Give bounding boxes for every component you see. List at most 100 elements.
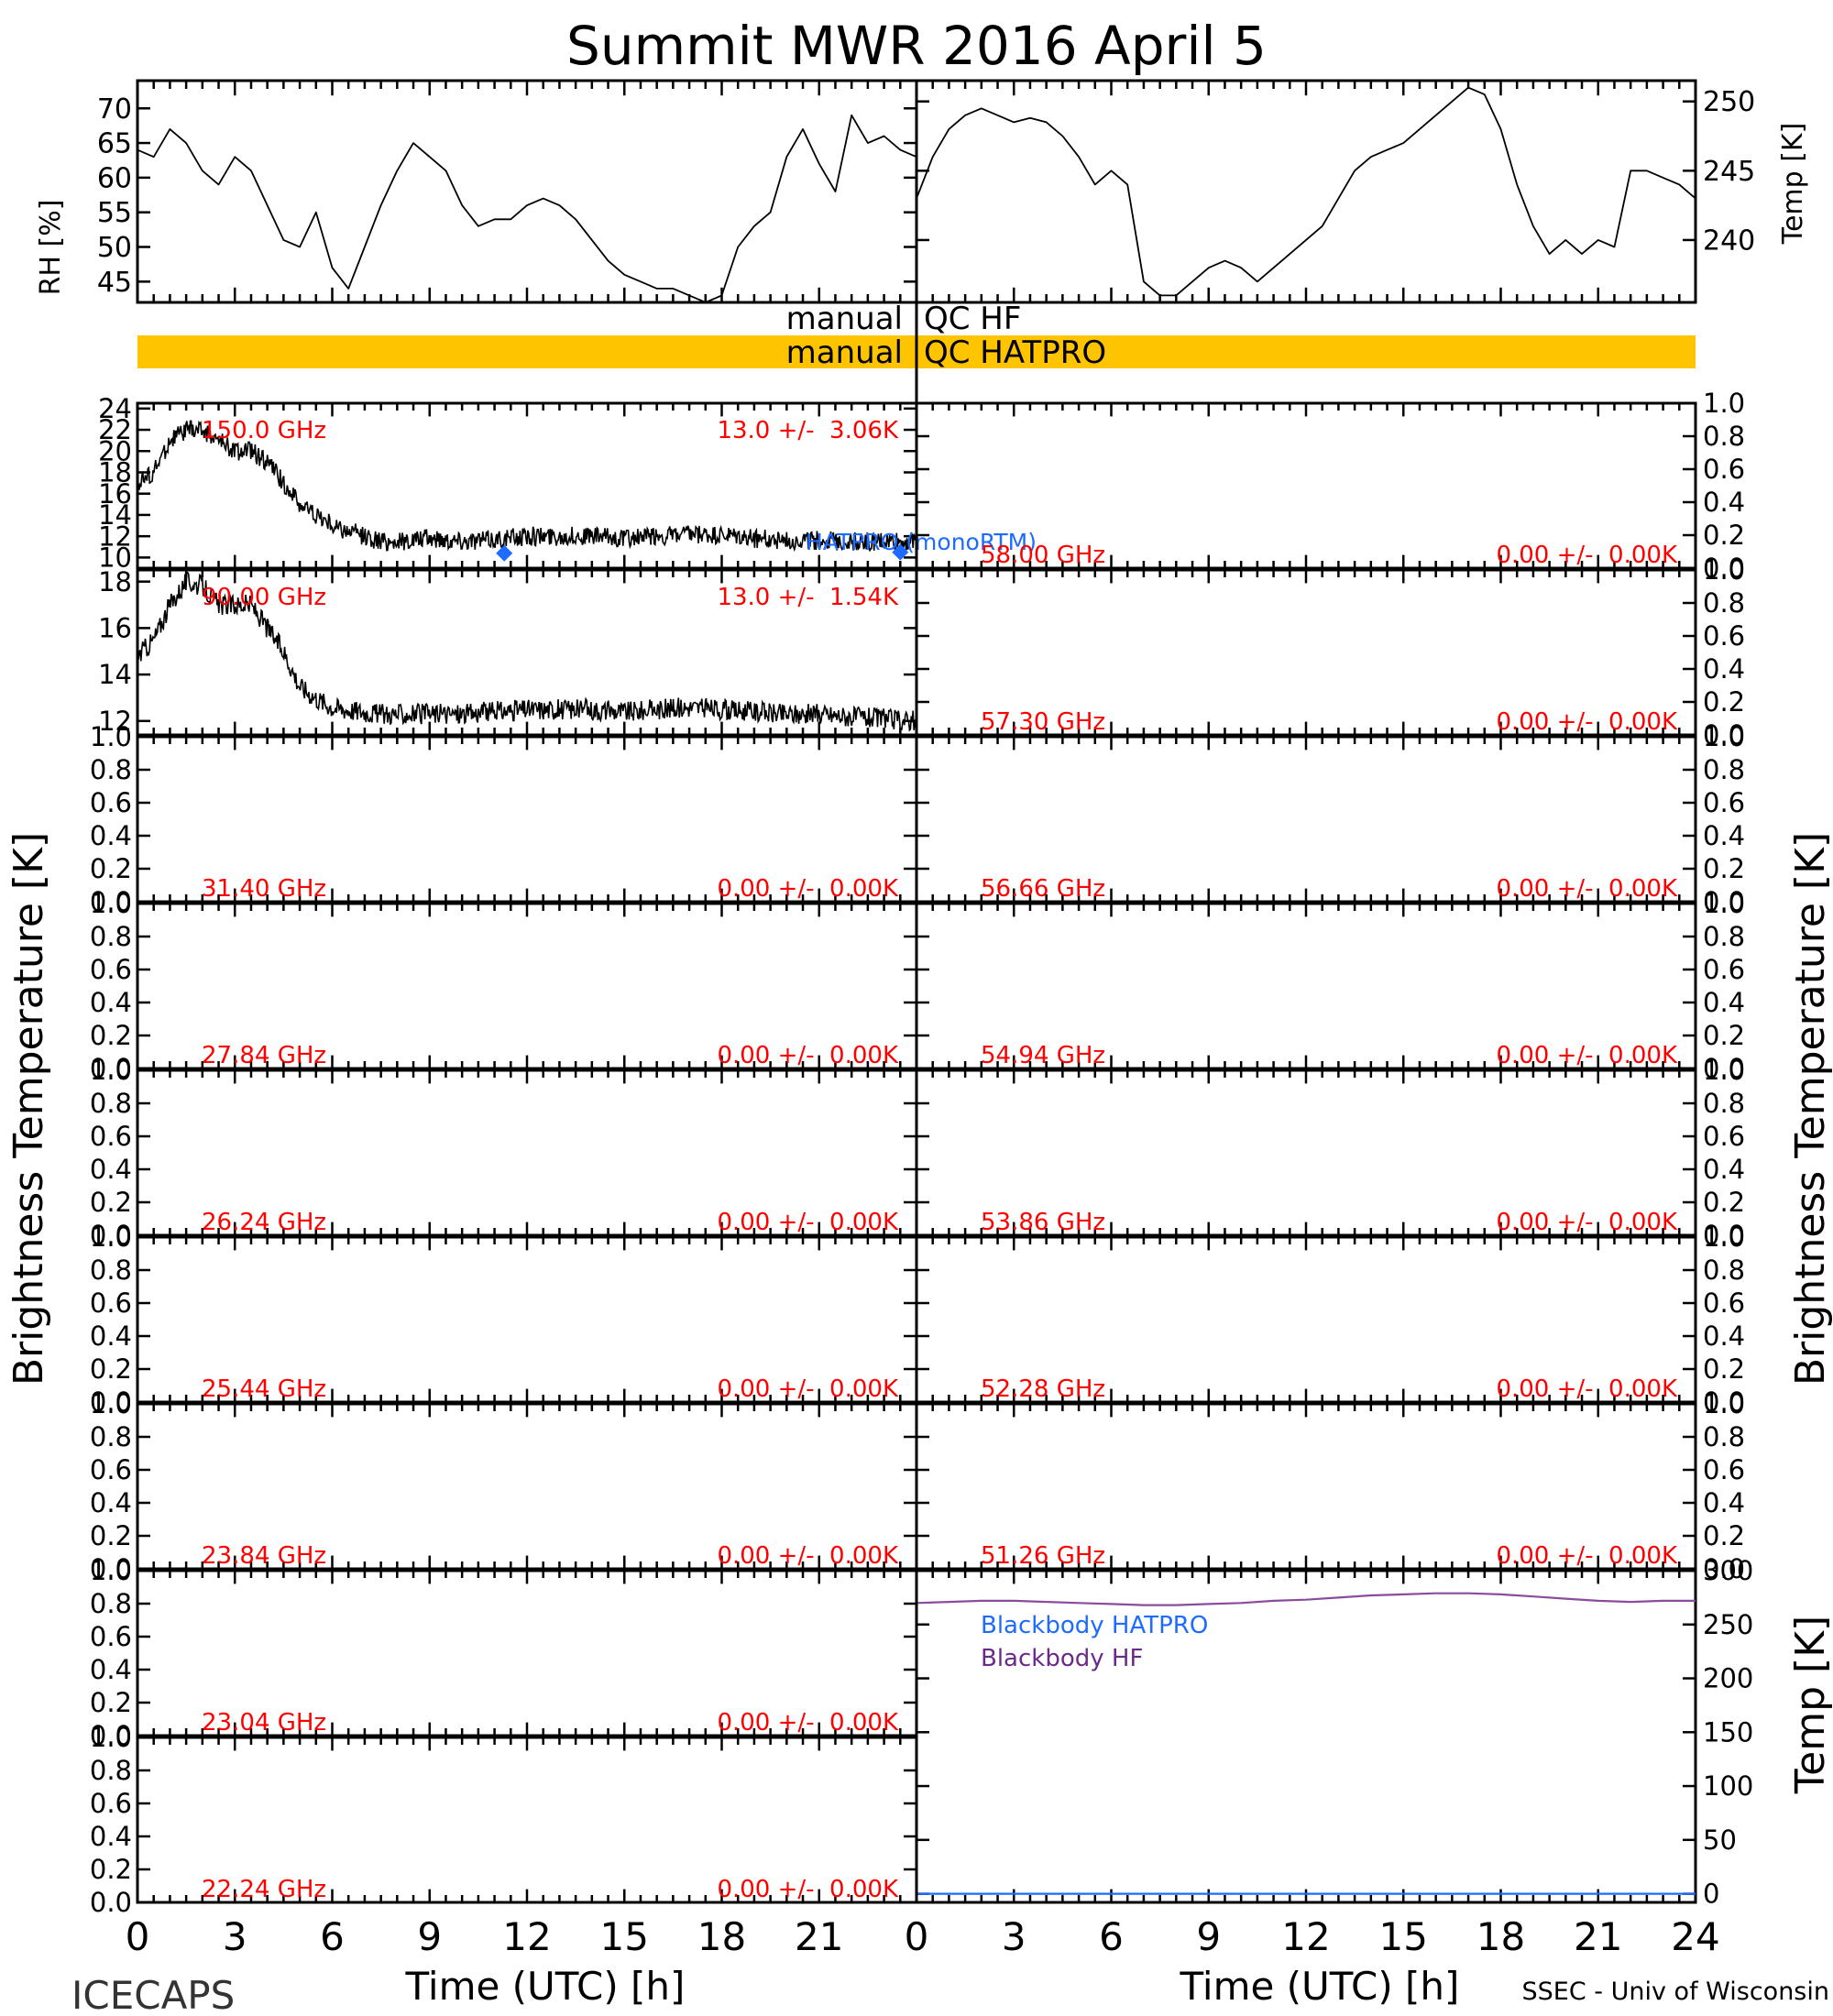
y-tick-label: 24 bbox=[98, 393, 132, 424]
tb-series-line bbox=[137, 420, 917, 553]
panel-tb-52.28: 0.00.20.40.60.81.052.28 GHz 0.00 +/- 0.00… bbox=[915, 1222, 1745, 1418]
y-tick-label: 18 bbox=[98, 566, 132, 597]
y-tick-label: 0.0 bbox=[1703, 1553, 1745, 1584]
y-tick-label: 55 bbox=[97, 197, 132, 229]
x-tick-label-right: 6 bbox=[1099, 1914, 1124, 1959]
x-tick-label-left: 3 bbox=[223, 1914, 247, 1959]
y-tick-label: 300 bbox=[1703, 1555, 1753, 1586]
x-tick-label-left: 18 bbox=[697, 1914, 746, 1959]
left-tb-axis-label: Brightness Temperature [K] bbox=[5, 832, 52, 1386]
y-tick-label: 0.8 bbox=[1703, 1255, 1745, 1286]
y-tick-label: 1.0 bbox=[1703, 388, 1745, 419]
panel-tb-90: 12 14 16 18 90.00 GHz 13.0 +/- 1.54K bbox=[98, 566, 918, 737]
y-tick-label: 0.6 bbox=[90, 787, 132, 818]
panel-tb-23.84: 0.00.20.40.60.81.023.84 GHz 0.00 +/- 0.00… bbox=[90, 1388, 918, 1584]
frequency-label: 31.40 GHz bbox=[202, 875, 326, 903]
x-tick-label-right: 21 bbox=[1574, 1914, 1622, 1959]
y-tick-label: 0.6 bbox=[90, 1454, 132, 1485]
y-tick-label: 0.2 bbox=[1703, 1353, 1745, 1385]
y-tick-label: 12 bbox=[98, 706, 132, 737]
qc-hf-right-label: QC HF bbox=[924, 301, 1021, 337]
qc-hatpro-left-label: manual bbox=[786, 334, 903, 371]
y-tick-label: 0.0 bbox=[1703, 1386, 1745, 1418]
y-tick-label: 14 bbox=[98, 499, 132, 531]
panel-blackbody: 0 50 100 150 200 250 300 Blackbody HATPRO Blackb… bbox=[915, 1555, 1753, 1910]
right-x-axis-label: Time (UTC) [h] bbox=[1180, 1964, 1460, 2009]
tb-series-line bbox=[137, 571, 917, 732]
y-tick-label: 0.2 bbox=[90, 1854, 132, 1885]
y-tick-label: 0.0 bbox=[90, 1553, 132, 1584]
y-tick-label: 150 bbox=[1703, 1716, 1753, 1748]
y-tick-label: 0.2 bbox=[90, 1187, 132, 1218]
blackbody-legend-label: Blackbody HF bbox=[981, 1645, 1143, 1672]
panel-tb-53.86: 0.00.20.40.60.81.053.86 GHz 0.00 +/- 0.00… bbox=[915, 1055, 1745, 1251]
mean-std-label: 0.00 +/- 0.00K bbox=[1496, 708, 1678, 736]
mean-std-label: 0.00 +/- 0.00K bbox=[717, 875, 899, 903]
panel-tb-51.26: 0.00.20.40.60.81.051.26 GHz 0.00 +/- 0.00… bbox=[915, 1388, 1745, 1584]
y-tick-label: 0.4 bbox=[90, 1154, 132, 1185]
rh-axis-label: RH [%] bbox=[35, 200, 67, 296]
y-tick-label: 50 bbox=[1703, 1824, 1737, 1856]
frequency-label: 90.00 GHz bbox=[202, 584, 326, 611]
y-tick-label: 1.0 bbox=[90, 1388, 132, 1419]
model-marker bbox=[892, 543, 909, 561]
frequency-label: 52.28 GHz bbox=[981, 1375, 1105, 1403]
right-tb-axis-label: Brightness Temperature [K] bbox=[1787, 832, 1833, 1386]
y-tick-label: 0 bbox=[1703, 1879, 1719, 1910]
y-tick-label: 1.0 bbox=[90, 1722, 132, 1753]
y-tick-label: 0.2 bbox=[90, 1687, 132, 1718]
y-tick-label: 0.4 bbox=[1703, 487, 1745, 518]
y-tick-label: 1.0 bbox=[1703, 1055, 1745, 1086]
x-tick-label-left: 21 bbox=[795, 1914, 843, 1959]
y-tick-label: 0.2 bbox=[1703, 1520, 1745, 1551]
y-tick-label: 100 bbox=[1703, 1770, 1753, 1802]
x-tick-label-right: 24 bbox=[1671, 1914, 1719, 1959]
y-tick-label: 0.6 bbox=[1703, 620, 1745, 652]
mean-std-label: 13.0 +/- 1.54K bbox=[717, 584, 899, 611]
y-tick-label: 0.2 bbox=[1703, 520, 1745, 551]
frequency-label: 25.44 GHz bbox=[202, 1375, 326, 1403]
y-tick-label: 0.2 bbox=[90, 1020, 132, 1051]
frequency-label: 58.00 GHz bbox=[981, 542, 1105, 569]
y-tick-label: 0.2 bbox=[90, 1353, 132, 1385]
panel-tb-23.04: 0.00.20.40.60.81.023.04 GHz 0.00 +/- 0.00… bbox=[90, 1555, 918, 1751]
y-tick-label: 0.0 bbox=[90, 1386, 132, 1418]
qc-hf-left-label: manual bbox=[786, 301, 903, 337]
mean-std-label: 0.00 +/- 0.00K bbox=[717, 1209, 899, 1236]
frequency-label: 53.86 GHz bbox=[981, 1209, 1105, 1236]
x-tick-label-left: 9 bbox=[417, 1914, 442, 1959]
panel-tb-58.00: 0.00.20.40.60.81.058.00 GHz 0.00 +/- 0.00… bbox=[915, 388, 1745, 584]
frequency-label: 54.94 GHz bbox=[981, 1042, 1105, 1069]
y-tick-label: 0.8 bbox=[90, 754, 132, 785]
y-tick-label: 0.8 bbox=[1703, 754, 1745, 785]
y-tick-label: 200 bbox=[1703, 1663, 1753, 1694]
frequency-label: 27.84 GHz bbox=[202, 1042, 326, 1069]
y-tick-label: 14 bbox=[98, 659, 132, 690]
y-tick-label: 0.8 bbox=[90, 1255, 132, 1286]
y-tick-label: 0.6 bbox=[90, 1121, 132, 1152]
y-tick-label: 1.0 bbox=[90, 721, 132, 752]
y-tick-label: 1.0 bbox=[90, 1055, 132, 1086]
y-tick-label: 245 bbox=[1703, 156, 1755, 188]
x-tick-label-left: 15 bbox=[600, 1914, 649, 1959]
blackbody-series-line bbox=[916, 1592, 1696, 1606]
y-tick-label: 0.4 bbox=[90, 820, 132, 851]
y-tick-label: 0.8 bbox=[90, 1755, 132, 1786]
y-tick-label: 1.0 bbox=[1703, 554, 1745, 586]
x-tick-label-left: 0 bbox=[126, 1914, 150, 1959]
panel-tb-26.24: 0.00.20.40.60.81.026.24 GHz 0.00 +/- 0.00… bbox=[90, 1055, 918, 1251]
blackbody-legend-label: Blackbody HATPRO bbox=[981, 1612, 1208, 1639]
temp-panel: 240 245 250 bbox=[915, 79, 1755, 304]
y-tick-label: 50 bbox=[97, 232, 132, 264]
y-tick-label: 60 bbox=[97, 162, 132, 194]
footer-right-label: SSEC - Univ of Wisconsin bbox=[1522, 1978, 1829, 2006]
y-tick-label: 0.4 bbox=[1703, 1154, 1745, 1185]
y-tick-label: 0.0 bbox=[1703, 1053, 1745, 1084]
panel-tb-57.30: 0.00.20.40.60.81.057.30 GHz 0.00 +/- 0.00… bbox=[915, 554, 1745, 751]
panel-tb-56.66: 0.00.20.40.60.81.056.66 GHz 0.00 +/- 0.00… bbox=[915, 721, 1745, 917]
y-tick-label: 0.2 bbox=[90, 1520, 132, 1551]
x-tick-label-left: 6 bbox=[320, 1914, 345, 1959]
